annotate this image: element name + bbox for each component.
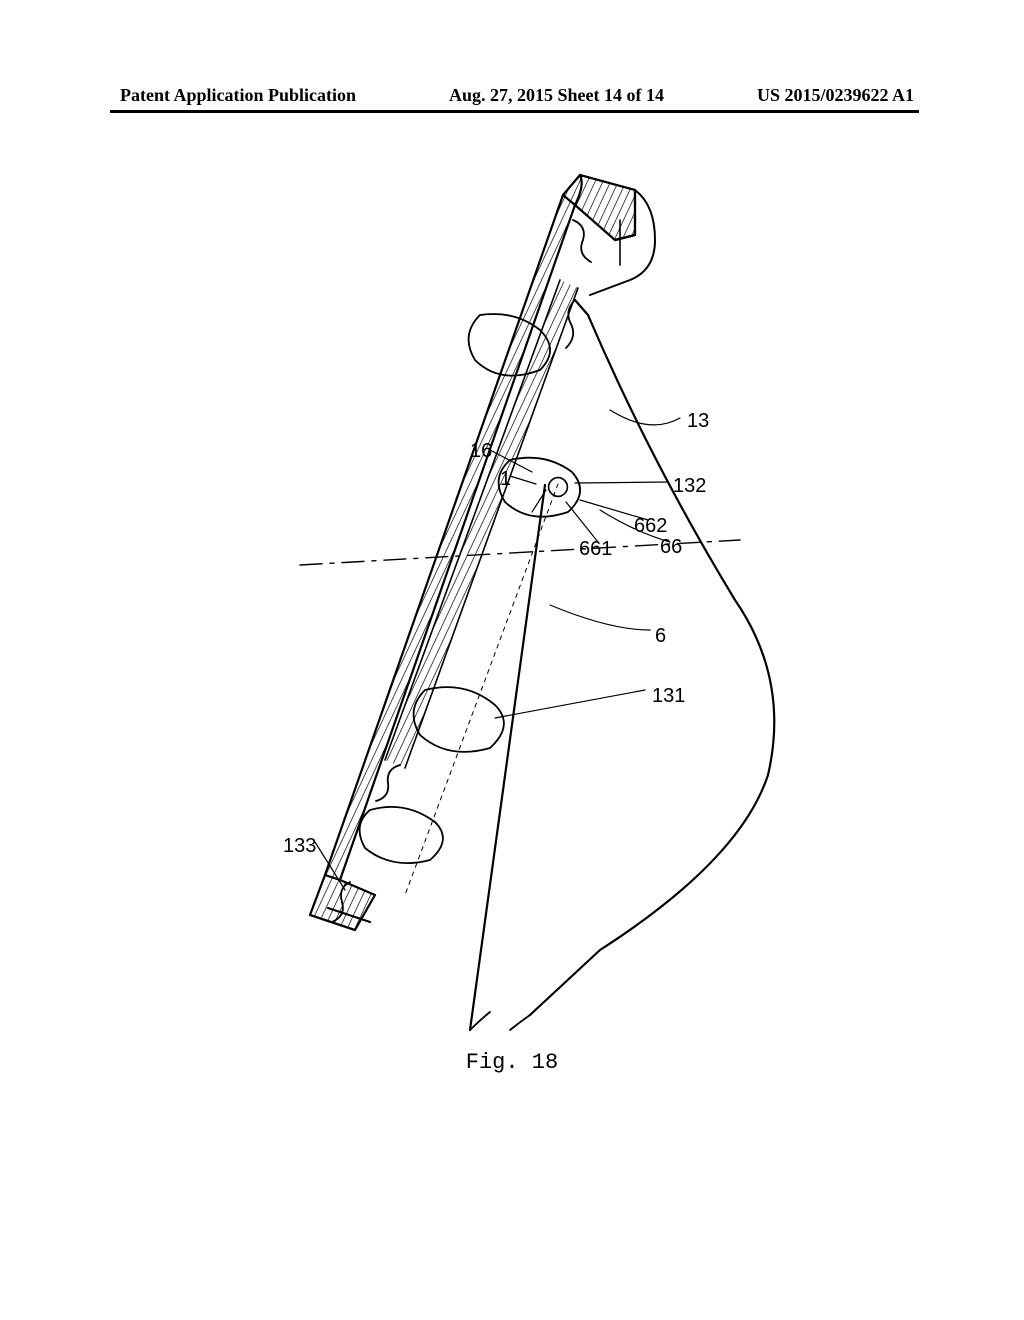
figure-svg	[180, 160, 820, 1040]
figure-caption: Fig. 18	[0, 1050, 1024, 1075]
ref-661: 661	[579, 538, 612, 561]
ref-132: 132	[673, 475, 706, 498]
header-center: Aug. 27, 2015 Sheet 14 of 14	[449, 85, 664, 106]
ref-6: 6	[655, 625, 666, 648]
ref-131: 131	[652, 685, 685, 708]
ref-662: 662	[634, 515, 667, 538]
ref-133: 133	[283, 835, 316, 858]
ref-16: 16	[470, 440, 492, 463]
ref-13: 13	[687, 410, 709, 433]
header-right: US 2015/0239622 A1	[757, 85, 914, 106]
ref-1: 1	[500, 468, 511, 491]
header-rule	[110, 110, 919, 113]
header-left: Patent Application Publication	[120, 85, 356, 106]
ref-66: 66	[660, 536, 682, 559]
patent-figure: 16 1 13 132 662 661 66 6 131 133	[180, 160, 820, 1040]
header: Patent Application Publication Aug. 27, …	[0, 85, 1024, 106]
